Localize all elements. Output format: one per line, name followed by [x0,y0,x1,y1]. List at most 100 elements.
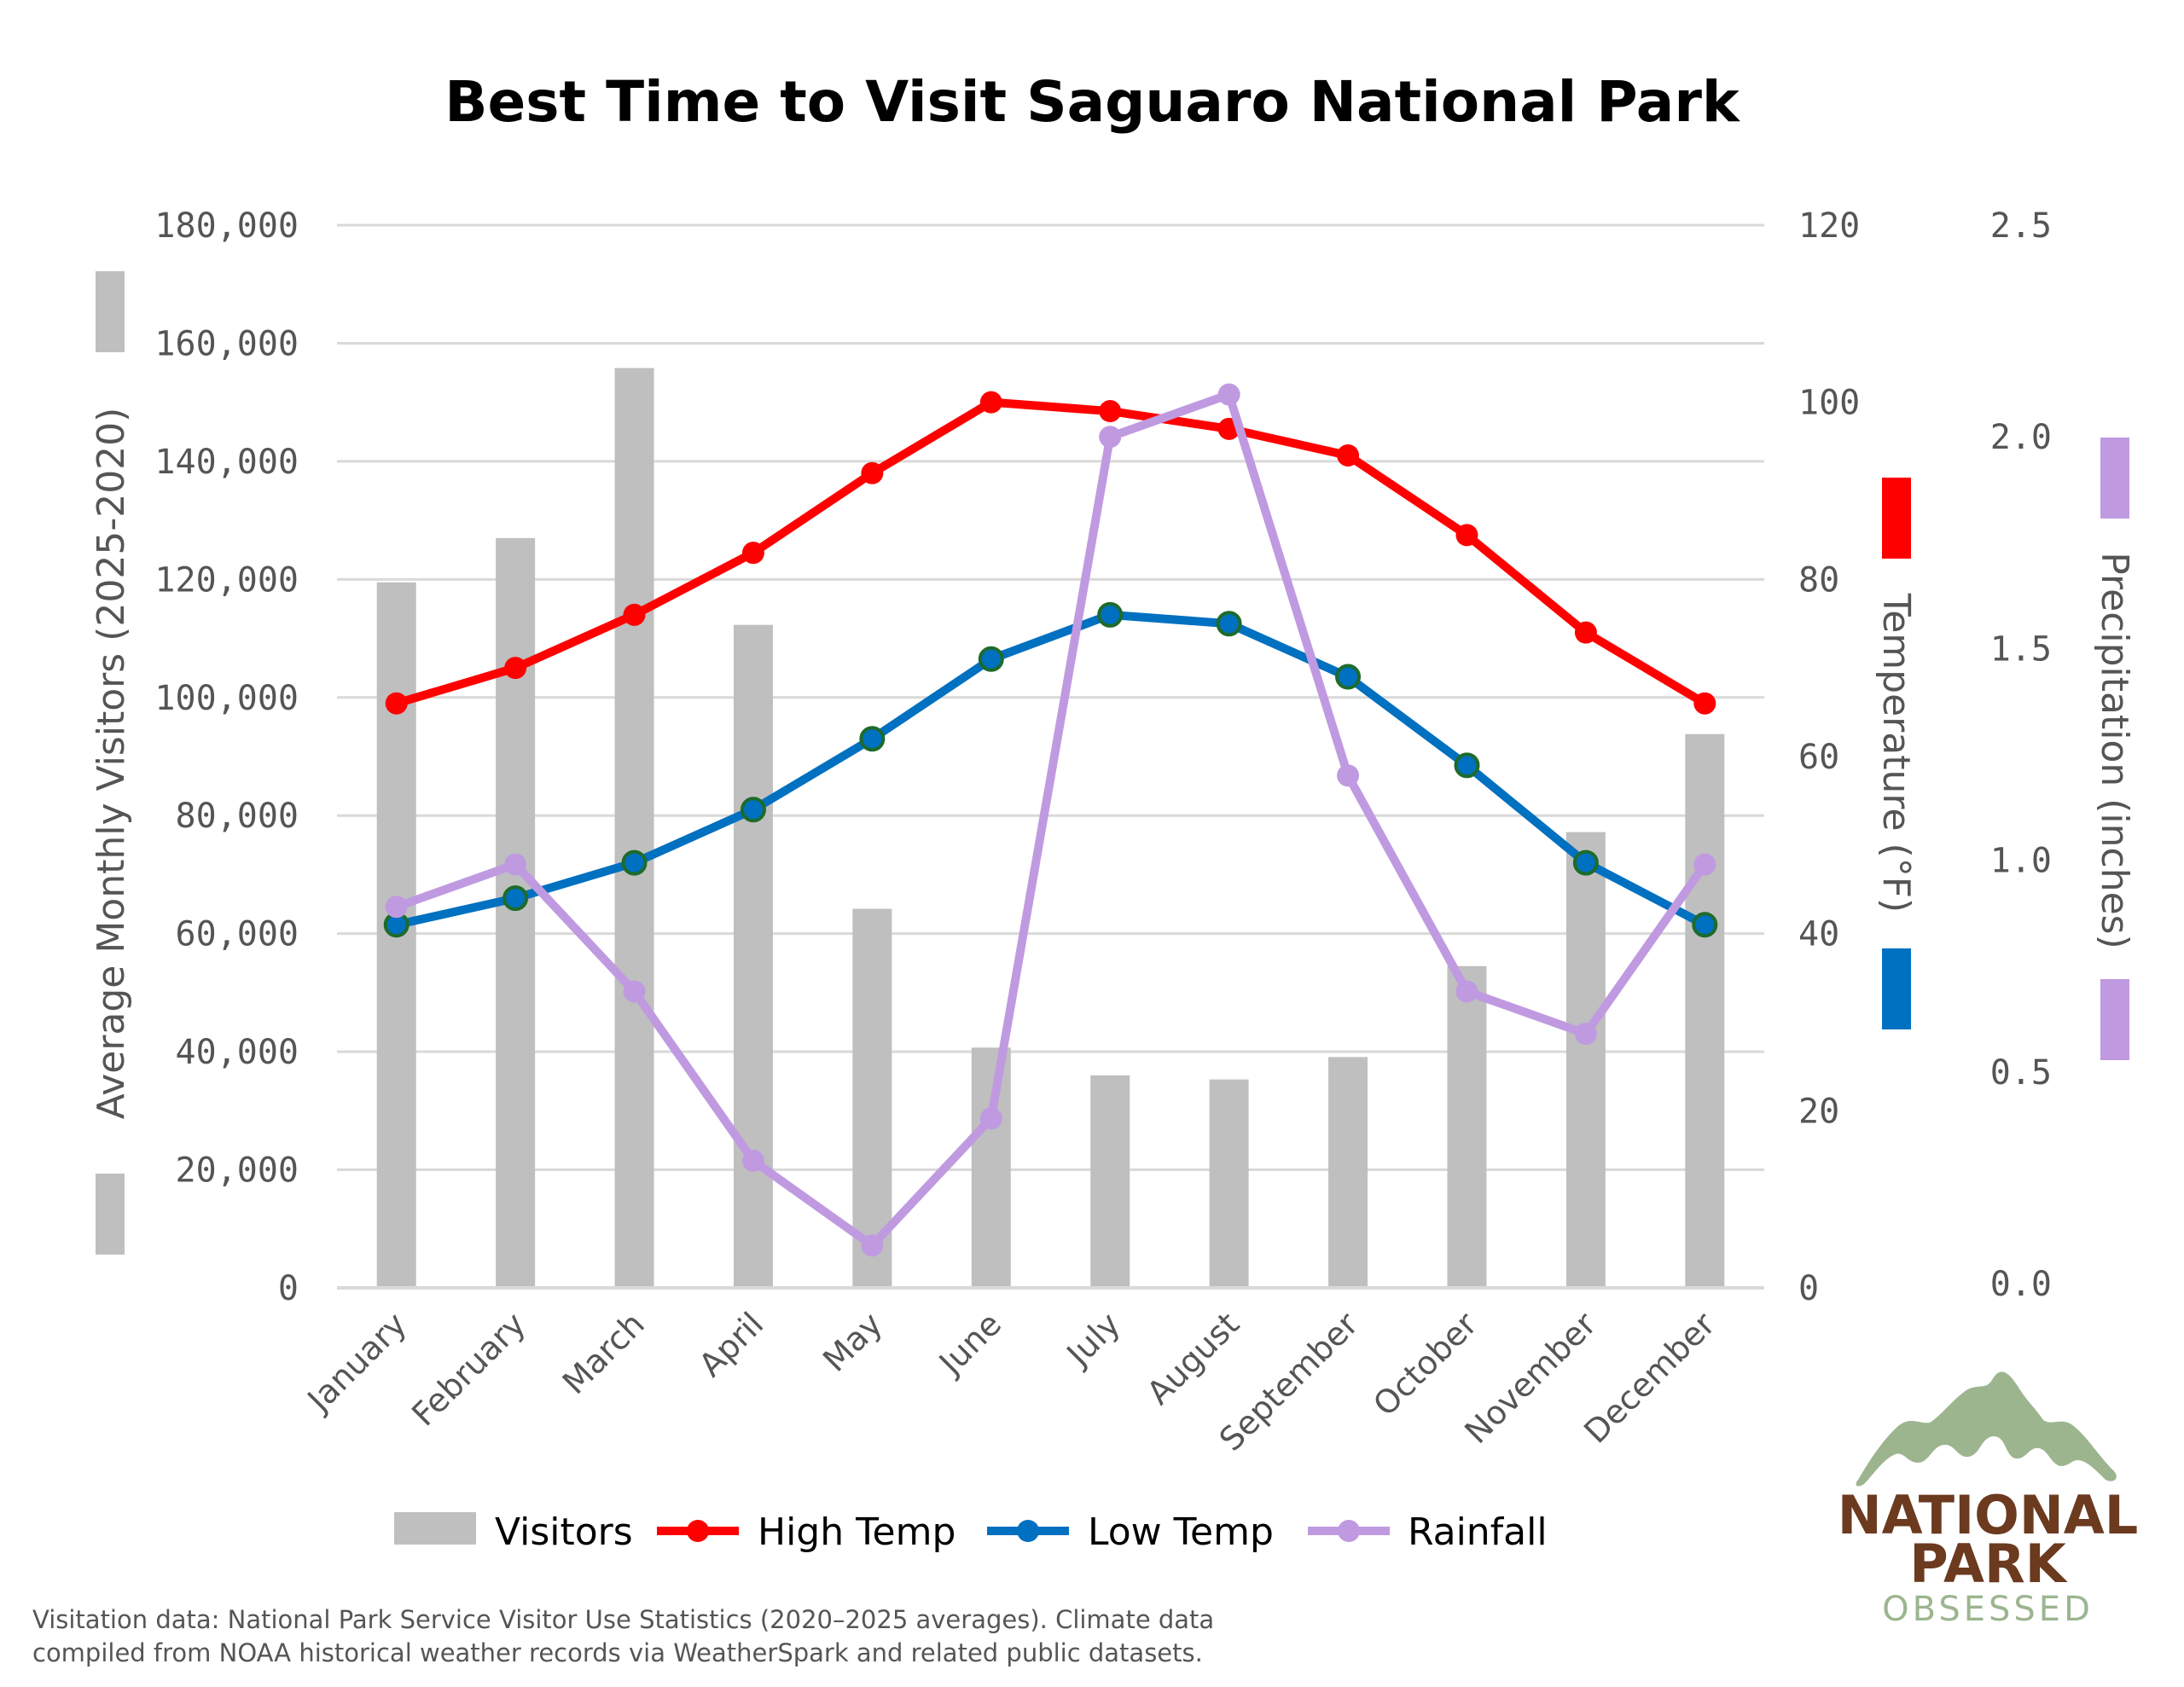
visitors-bar [733,624,773,1288]
precipitation-axis-ticks: 0.0 0.5 1.0 1.5 2.0 2.5 [1990,206,2052,1304]
series-lines [383,383,1718,1257]
low-temp-axis-swatch [1882,948,1911,1029]
low-temp-marker [1454,752,1480,779]
high-temp-line [395,397,1707,708]
temperature-axis-title: Temperature (°F) [1874,593,1918,913]
low-temp-marker [1335,664,1362,690]
month-label: December [1577,1305,1722,1451]
month-label: June [931,1305,1008,1383]
legend-label: Low Temp [1088,1510,1274,1554]
visitors-axis-swatch-bottom [96,1174,125,1255]
national-park-obsessed-logo: NATIONAL PARK OBSESSED [1838,1371,2139,1629]
rainfall-marker [1693,853,1716,876]
high-temp-marker [504,657,527,680]
rainfall-marker [1455,980,1478,1003]
high-temp-marker [861,461,884,484]
legend-label: High Temp [758,1510,956,1554]
low-temp-marker [978,646,1004,672]
month-label: May [816,1305,890,1379]
left-tick-label: 80,000 [176,797,299,836]
left-tick-label: 40,000 [176,1033,299,1072]
legend-item-rainfall: Rainfall [1308,1510,1548,1554]
rainfall-line [395,390,1709,1250]
visitors-bar [614,368,654,1288]
visitors-bar [1328,1057,1368,1288]
high-temp-marker [1693,692,1716,715]
visitors-bars [337,368,1764,1290]
temperature-tick-label: 20 [1798,1092,1839,1131]
rainfall-marker [623,980,646,1003]
month-label: October [1366,1305,1484,1423]
high-temp-marker [979,391,1002,414]
visitors-bar [1090,1075,1130,1288]
visitors-bar [852,908,892,1288]
logo-text-national: NATIONAL [1838,1484,2139,1546]
temperature-tick-label: 120 [1798,206,1860,246]
low-temp-marker [1097,601,1124,628]
low-temp-line [395,610,1707,930]
visitors-bar [496,537,536,1288]
logo-text-park: PARK [1909,1533,2067,1595]
left-tick-label: 160,000 [154,324,299,363]
rainfall-marker [1337,764,1360,787]
left-tick-label: 60,000 [176,915,299,954]
rainfall-marker [741,1150,764,1173]
legend-item-high-temp: High Temp [657,1510,956,1554]
precipitation-tick-label: 1.5 [1990,629,2052,669]
legend-label: Rainfall [1408,1510,1548,1554]
precipitation-axis-title: Precipitation (inches) [2093,552,2136,949]
high-temp-legend-marker [687,1520,709,1542]
left-axis-title: Average Monthly Visitors (2025-2020) [90,408,133,1120]
high-temp-axis-swatch [1882,478,1911,559]
temperature-tick-label: 40 [1798,915,1839,954]
left-tick-label: 180,000 [154,206,299,246]
low-temp-marker [1216,611,1242,637]
logo-text-obsessed: OBSESSED [1882,1590,2094,1629]
left-tick-label: 100,000 [154,679,299,718]
temperature-tick-label: 80 [1798,560,1839,600]
high-temp-marker [1337,443,1360,467]
low-temp-legend-marker [1017,1520,1039,1542]
month-label: February [404,1305,532,1433]
rainfall-marker [1217,383,1240,406]
low-temp-marker [502,885,529,912]
precipitation-tick-label: 1.0 [1990,842,2052,881]
precipitation-tick-label: 0.0 [1990,1265,2052,1304]
month-label: April [692,1305,771,1384]
visitors-bar [1565,832,1606,1288]
rainfall-marker [861,1234,884,1257]
month-label: March [555,1305,652,1401]
high-temp-marker [1099,400,1122,423]
left-tick-label: 20,000 [176,1151,299,1191]
visitors-axis-swatch-top [96,271,125,352]
mountain-icon [1856,1371,2117,1487]
rainfall-marker [979,1107,1002,1130]
temperature-tick-label: 0 [1798,1269,1819,1308]
month-label: January [299,1305,414,1419]
legend: Visitors High Temp Low Temp Rainfall [394,1510,1548,1554]
low-temp-marker [1572,849,1599,876]
temperature-tick-label: 100 [1798,384,1860,423]
legend-item-low-temp: Low Temp [987,1510,1274,1554]
visitors-bar [971,1047,1011,1288]
left-tick-label: 0 [278,1269,299,1308]
legend-label: Visitors [495,1510,633,1554]
visitors-bar [1685,733,1725,1288]
left-tick-label: 140,000 [154,443,299,482]
rainfall-axis-swatch-top [2100,438,2129,519]
temperature-tick-label: 60 [1798,738,1839,777]
precipitation-tick-label: 0.5 [1990,1053,2052,1093]
month-label: August [1140,1305,1246,1412]
source-note-line-1: Visitation data: National Park Service V… [32,1605,1214,1634]
rainfall-marker [385,896,408,919]
rainfall-legend-marker [1338,1520,1360,1542]
rainfall-axis-swatch-bottom [2100,979,2129,1060]
source-note-line-2: compiled from NOAA historical weather re… [32,1638,1203,1667]
low-temp-marker [621,849,648,876]
month-label: July [1059,1305,1128,1374]
chart-title: Best Time to Visit Saguaro National Park [444,69,1741,135]
rainfall-marker [504,853,527,876]
high-temp-marker [1455,524,1478,547]
